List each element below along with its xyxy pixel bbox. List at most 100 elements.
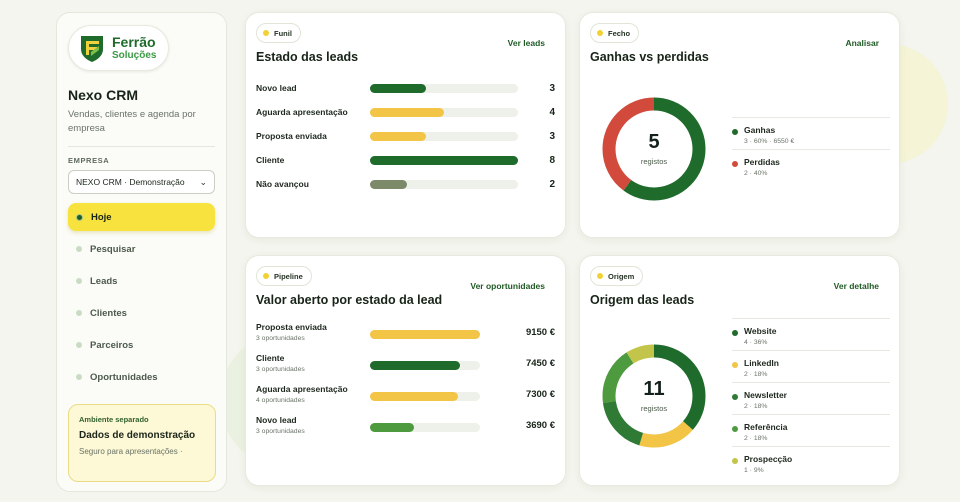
funnel-row-value: 3 — [549, 82, 555, 94]
funnel-card: Funil Estado das leads Ver leads Novo le… — [245, 12, 566, 238]
funnel-row: Novo lead 3 — [256, 80, 555, 96]
legend-detail: 1 · 9% — [744, 467, 764, 474]
legend-item: Ganhas 3 · 60% · 6550 € — [732, 117, 890, 149]
brand-logo[interactable]: Ferrão Soluções — [68, 25, 169, 71]
pipeline-row-count: 3 oportunidades — [256, 428, 305, 435]
view-leads-link[interactable]: Ver leads — [507, 38, 545, 48]
funnel-row: Aguarda apresentação 4 — [256, 104, 555, 120]
funnel-row-value: 2 — [549, 178, 555, 190]
analyze-link[interactable]: Analisar — [845, 38, 879, 48]
sidebar-item-hoje[interactable]: Hoje — [68, 203, 215, 231]
pipeline-row-value: 7450 € — [525, 358, 555, 369]
legend-name: Ganhas — [744, 125, 776, 135]
funnel-row-label: Proposta enviada — [256, 131, 327, 141]
pill-dot-icon — [597, 273, 603, 279]
sidebar-item-parceiros[interactable]: Parceiros — [68, 331, 215, 359]
legend-item: Prospecção 1 · 9% — [732, 446, 890, 478]
pipeline-row-count: 3 oportunidades — [256, 335, 305, 342]
sidebar-item-label: Parceiros — [90, 339, 134, 351]
pipeline-bar — [370, 330, 480, 339]
origin-donut-slice — [602, 344, 706, 448]
funnel-row-value: 8 — [549, 154, 555, 166]
pipeline-bar — [370, 361, 460, 370]
brand-shield-icon — [81, 36, 103, 62]
pipeline-row-value: 7300 € — [525, 389, 555, 400]
company-select-value: NEXO CRM · Demonstração — [76, 177, 185, 187]
chevron-down-icon: ⌄ — [199, 176, 207, 187]
pill-dot-icon — [597, 30, 603, 36]
funnel-bar-track — [370, 107, 518, 117]
view-opportunities-link[interactable]: Ver oportunidades — [470, 281, 545, 291]
sidebar-item-label: Pesquisar — [90, 243, 136, 255]
demo-tag: Ambiente separado — [79, 415, 149, 424]
pipeline-bar — [370, 392, 458, 401]
funnel-bar-track — [370, 155, 518, 165]
origin-donut: 11 registos — [602, 344, 706, 448]
funnel-row-label: Cliente — [256, 155, 285, 165]
nav-dot-icon — [76, 246, 82, 252]
pill-label: Pipeline — [274, 271, 303, 281]
donut-total-label: registos — [640, 157, 668, 166]
pipeline-row: Proposta enviada 3 oportunidades 9150 € — [256, 322, 555, 346]
donut-total: 5 — [648, 131, 660, 153]
funnel-bar-track — [370, 179, 518, 189]
pipeline-row-count: 3 oportunidades — [256, 366, 305, 373]
legend-name: Referência — [744, 422, 788, 432]
funnel-bar-track — [370, 83, 518, 93]
company-label: EMPRESA — [68, 156, 110, 165]
pipeline-row-label: Novo lead — [256, 415, 297, 425]
funnel-bar — [370, 155, 518, 165]
origin-legend: Website 4 · 36% LinkedIn 2 · 18% Newsletter 2… — [732, 318, 890, 478]
pipeline-row: Cliente 3 oportunidades 7450 € — [256, 353, 555, 377]
won-lost-legend: Ganhas 3 · 60% · 6550 € Perdidas 2 · 40% — [732, 117, 890, 181]
sidebar-item-label: Oportunidades — [90, 371, 158, 383]
nav-dot-icon — [76, 374, 82, 380]
legend-item: Perdidas 2 · 40% — [732, 149, 890, 181]
origin-donut-slice — [602, 344, 706, 448]
sidebar-item-pesquisar[interactable]: Pesquisar — [68, 235, 215, 263]
donut-total-label: registos — [640, 404, 668, 413]
legend-dot-icon — [732, 362, 738, 368]
demo-environment-box: Ambiente separado Dados de demonstração … — [68, 404, 216, 482]
legend-item: Referência 2 · 18% — [732, 414, 890, 446]
legend-detail: 2 · 18% — [744, 403, 768, 410]
funnel-row: Não avançou 2 — [256, 176, 555, 192]
pipeline-row-count: 4 oportunidades — [256, 397, 305, 404]
funnel-bar — [370, 107, 444, 117]
nav-dot-icon — [76, 342, 82, 348]
legend-dot-icon — [732, 458, 738, 464]
origin-pill: Origem — [590, 266, 644, 286]
won-lost-card: Fecho Ganhas vs perdidas Analisar 5 regi… — [579, 12, 900, 238]
sidebar-item-clientes[interactable]: Clientes — [68, 299, 215, 327]
funnel-title: Estado das leads — [256, 50, 359, 64]
nav-dot-icon — [76, 310, 82, 316]
pill-dot-icon — [263, 30, 269, 36]
sidebar-item-leads[interactable]: Leads — [68, 267, 215, 295]
won-lost-pill: Fecho — [590, 23, 640, 43]
pill-label: Funil — [274, 28, 292, 38]
funnel-row: Proposta enviada 3 — [256, 128, 555, 144]
app-title: Nexo CRM — [68, 87, 139, 103]
legend-detail: 2 · 18% — [744, 435, 768, 442]
sidebar-item-label: Hoje — [91, 211, 112, 223]
legend-name: Website — [744, 326, 777, 336]
legend-name: LinkedIn — [744, 358, 779, 368]
legend-detail: 2 · 40% — [744, 170, 768, 177]
company-select[interactable]: NEXO CRM · Demonstração ⌄ — [68, 170, 215, 194]
won-lost-donut-slice — [602, 97, 706, 201]
won-lost-title: Ganhas vs perdidas — [590, 50, 709, 64]
donut-total: 11 — [643, 378, 665, 400]
pipeline-row: Aguarda apresentação 4 oportunidades 7300 … — [256, 384, 555, 408]
funnel-bar — [370, 179, 407, 189]
pipeline-title: Valor aberto por estado da lead — [256, 293, 443, 307]
sidebar-item-label: Leads — [90, 275, 118, 287]
funnel-row-label: Não avançou — [256, 179, 309, 189]
legend-name: Perdidas — [744, 157, 780, 167]
demo-subtitle: Seguro para apresentações · — [79, 447, 183, 456]
won-lost-donut: 5 registos — [602, 97, 706, 201]
pipeline-bar-track — [370, 330, 480, 339]
sidebar-item-oportunidades[interactable]: Oportunidades — [68, 363, 215, 391]
pipeline-bar-track — [370, 361, 480, 370]
view-detail-link[interactable]: Ver detalhe — [833, 281, 879, 291]
pill-dot-icon — [263, 273, 269, 279]
